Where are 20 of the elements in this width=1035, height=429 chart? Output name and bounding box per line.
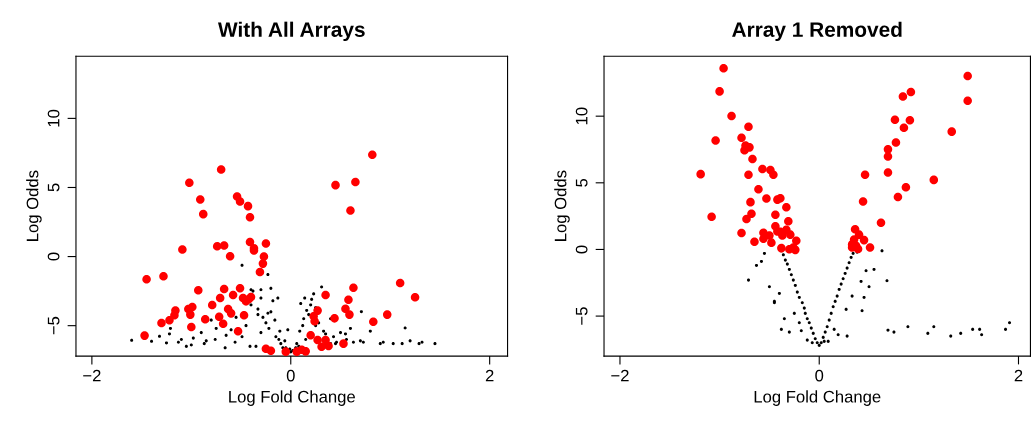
y-axis-title: Log Odds (554, 170, 570, 241)
x-tick-label: 0 (815, 369, 824, 382)
x-axis-title: Log Fold Change (229, 390, 355, 406)
y-axis-title: Log Odds (26, 170, 42, 241)
x-axis-title: Log Fold Change (754, 390, 881, 406)
y-tick-label: 5 (47, 183, 60, 192)
x-tick-label: −2 (83, 369, 101, 382)
x-tick-label: 2 (485, 369, 494, 382)
y-tick-label: 0 (47, 252, 60, 261)
x-tick-label: 0 (286, 369, 295, 382)
chart-title: Array 1 Removed (732, 21, 902, 42)
y-tick-label: 0 (575, 245, 588, 254)
y-tick-label: 10 (575, 107, 588, 125)
y-tick-label: 10 (47, 109, 60, 127)
x-tick-label: 2 (1014, 369, 1023, 382)
y-tick-label: 5 (575, 178, 588, 187)
chart-title: With All Arrays (217, 21, 365, 42)
x-tick-label: −2 (611, 369, 629, 382)
y-tick-label: −5 (575, 307, 588, 325)
y-tick-label: −5 (47, 316, 60, 335)
